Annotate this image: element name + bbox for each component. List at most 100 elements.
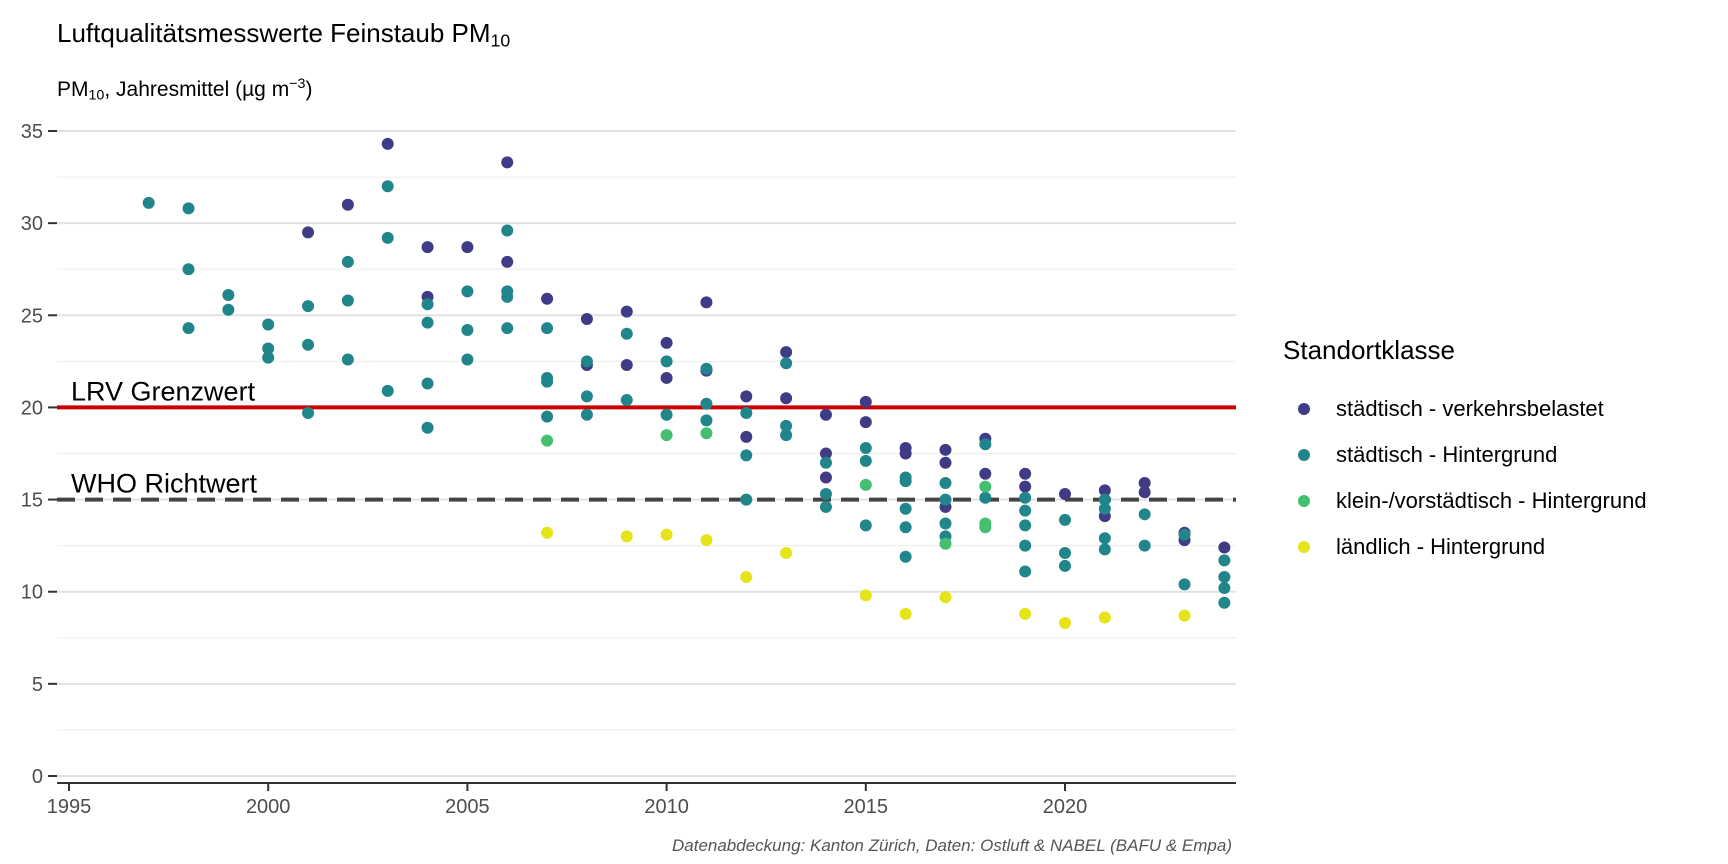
- data-point: [1059, 488, 1071, 501]
- data-point: [780, 392, 793, 405]
- x-tick-label: 2010: [644, 796, 689, 818]
- data-point: [660, 408, 673, 421]
- data-point: [700, 427, 713, 440]
- data-point: [939, 476, 952, 489]
- data-point: [1019, 504, 1032, 517]
- legend-label: städtisch - Hintergrund: [1336, 442, 1558, 467]
- data-point: [620, 305, 633, 318]
- data-point: [1178, 578, 1191, 591]
- data-point: [182, 263, 195, 276]
- data-point: [182, 322, 195, 335]
- data-point: [1098, 484, 1111, 497]
- data-point: [740, 570, 753, 583]
- data-point: [461, 353, 474, 366]
- data-point: [381, 384, 394, 397]
- data-point: [620, 327, 633, 340]
- data-point: [580, 312, 593, 325]
- data-point: [541, 322, 554, 335]
- y-tick-label: 35: [21, 121, 43, 143]
- data-point: [939, 456, 952, 469]
- data-point: [700, 397, 713, 410]
- reference-lines: LRV Grenzwert WHO Richtwert: [57, 376, 1236, 502]
- data-point: [899, 607, 912, 620]
- data-point: [341, 353, 354, 366]
- data-point: [660, 429, 673, 442]
- data-point: [302, 406, 315, 419]
- data-point: [979, 467, 992, 480]
- x-tick-label: 2000: [246, 796, 291, 818]
- reference-line-label: WHO Richtwert: [71, 469, 258, 499]
- data-point: [899, 475, 912, 488]
- data-point: [182, 202, 195, 215]
- data-point: [262, 342, 275, 355]
- data-point: [620, 359, 633, 372]
- data-point: [262, 351, 275, 364]
- data-point: [899, 550, 912, 563]
- data-point: [859, 416, 872, 429]
- legend-item: klein-/vorstädtisch - Hintergrund: [1283, 478, 1647, 524]
- data-point: [660, 371, 673, 384]
- data-point: [541, 292, 554, 305]
- data-point: [859, 478, 872, 491]
- data-point: [1178, 609, 1191, 622]
- data-point: [501, 224, 514, 237]
- data-point: [819, 408, 832, 421]
- y-tick-label: 25: [21, 305, 43, 327]
- data-point: [421, 316, 434, 329]
- data-point: [780, 419, 793, 432]
- data-point: [1138, 539, 1151, 552]
- y-tick-label: 30: [21, 213, 43, 235]
- legend-title: Standortklasse: [1283, 335, 1455, 365]
- data-point: [620, 394, 633, 407]
- data-point: [1218, 596, 1231, 609]
- data-point: [1138, 476, 1151, 489]
- data-point: [1019, 480, 1032, 493]
- data-point: [1098, 532, 1111, 545]
- data-point: [740, 493, 753, 506]
- data-point: [700, 534, 713, 547]
- data-point: [979, 521, 992, 534]
- data-point: [1019, 539, 1032, 552]
- data-point: [501, 255, 514, 268]
- data-point: [1098, 493, 1111, 506]
- data-point: [1019, 467, 1032, 480]
- y-tick-label: 5: [32, 674, 43, 696]
- reference-line-label: LRV Grenzwert: [71, 376, 256, 406]
- data-point: [819, 488, 832, 501]
- x-tick-label: 2020: [1043, 796, 1088, 818]
- y-tick-label: 20: [21, 397, 43, 419]
- data-point: [580, 355, 593, 368]
- data-point: [222, 303, 235, 316]
- data-point: [780, 547, 793, 560]
- data-point: [620, 530, 633, 543]
- chart-title: Luftqualitätsmesswerte Feinstaub PM10: [57, 18, 511, 51]
- data-point: [341, 294, 354, 307]
- data-point: [501, 156, 514, 169]
- data-point: [780, 346, 793, 359]
- data-point: [660, 528, 673, 541]
- data-point: [780, 429, 793, 442]
- data-point: [939, 591, 952, 604]
- x-tick-label: 1995: [47, 796, 92, 818]
- data-point: [700, 414, 713, 427]
- data-point: [1019, 491, 1032, 504]
- data-point: [1098, 611, 1111, 624]
- data-point: [1178, 528, 1191, 541]
- chart-subtitle: PM10, Jahresmittel (µg m−3): [57, 76, 313, 104]
- data-point: [1019, 565, 1032, 578]
- data-point: [580, 408, 593, 421]
- data-point: [1218, 554, 1231, 567]
- data-point: [461, 241, 474, 254]
- data-point: [700, 362, 713, 375]
- data-point: [381, 137, 394, 150]
- data-point: [859, 395, 872, 408]
- data-point: [979, 480, 992, 493]
- y-tick-label: 15: [21, 490, 43, 512]
- data-point: [541, 410, 554, 423]
- data-point: [660, 355, 673, 368]
- data-point: [262, 318, 275, 331]
- legend-item: städtisch - verkehrsbelastet: [1283, 386, 1647, 432]
- data-point: [302, 300, 315, 313]
- data-source-caption: Datenabdeckung: Kanton Zürich, Daten: Os…: [671, 836, 1232, 855]
